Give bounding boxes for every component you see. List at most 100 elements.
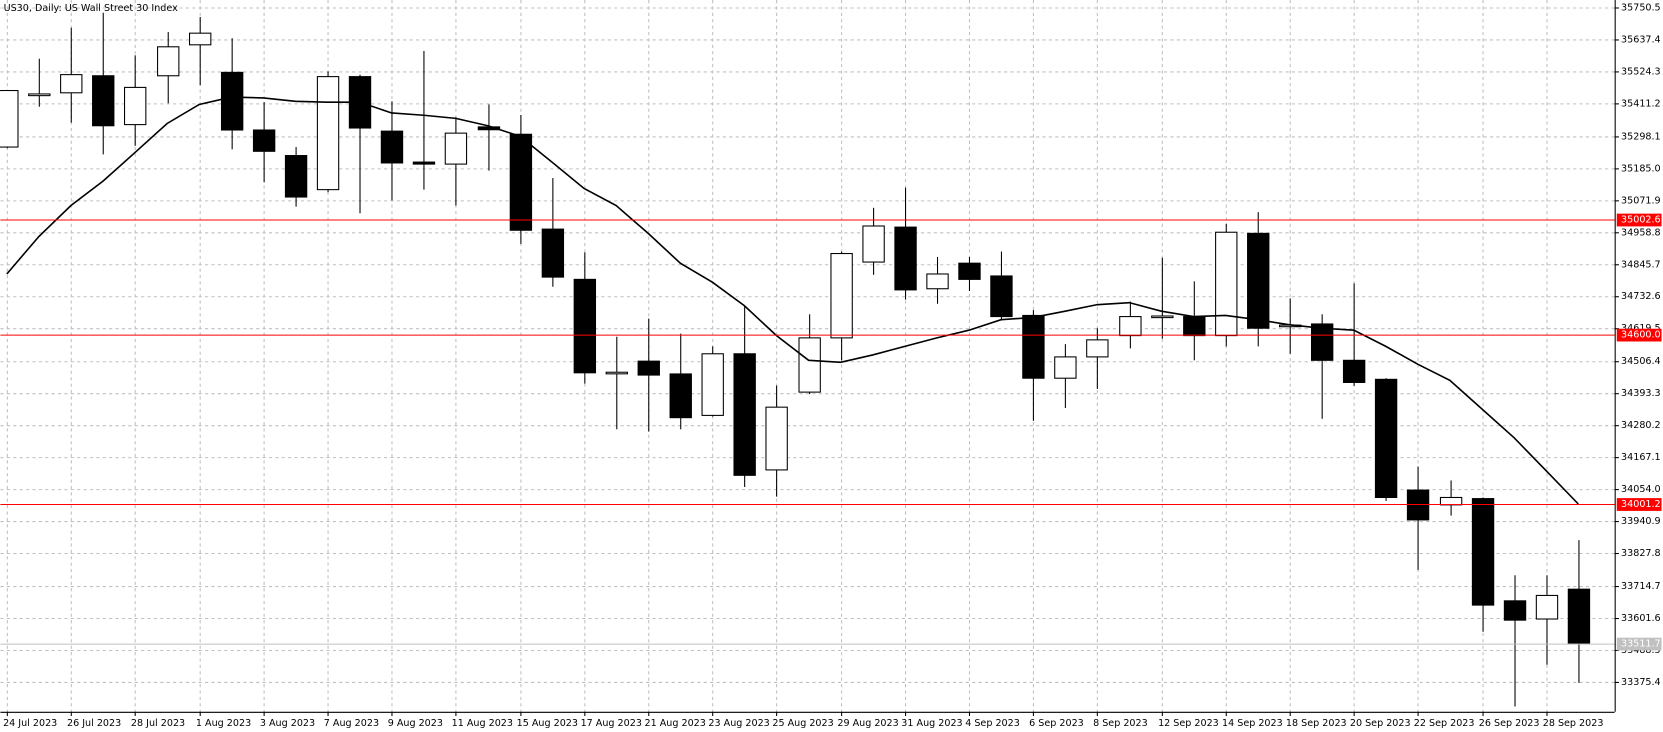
candle-body [1215,231,1238,337]
candle-body [1374,378,1398,499]
price-level-label: 34600.0 [1621,330,1661,341]
y-tick-label: 35185.0 [1621,163,1661,174]
candle-body [637,360,660,376]
candle-body [284,155,308,198]
y-tick-label: 35750.5 [1621,2,1661,13]
x-tick-label: 20 Sep 2023 [1350,718,1411,729]
y-tick-label: 33940.9 [1621,516,1661,527]
x-tick-label: 8 Sep 2023 [1093,718,1148,729]
y-tick-label: 35411.2 [1621,98,1661,109]
price-level-label: 35002.6 [1621,215,1661,226]
y-tick-label: 33601.6 [1621,613,1661,624]
price-level-box [1616,213,1662,227]
candle-body [316,76,340,191]
price-level-label: 34001.2 [1621,499,1661,510]
y-tick-label: 34845.7 [1621,259,1661,270]
candle-body [926,273,949,290]
candle-body [830,253,853,339]
candle-body [0,89,19,148]
moving-average [6,96,1579,505]
y-tick-label: 33375.4 [1621,677,1661,688]
candle-body [1119,316,1142,337]
candle-body [1535,594,1559,620]
candle-body [1054,356,1077,379]
candle-body [380,130,404,164]
candle-body [189,32,212,46]
x-tick-label: 26 Sep 2023 [1479,718,1540,729]
candle-body [92,75,115,127]
candle-body [1471,498,1495,606]
y-tick-label: 34732.6 [1621,291,1661,302]
candle-body [509,133,533,231]
chart-title: US30, Daily: US Wall Street 30 Index [4,3,178,14]
candle-body [798,337,821,393]
y-tick-label: 35637.4 [1621,34,1661,45]
x-tick-label: 21 Aug 2023 [645,718,706,729]
candle-body [1022,314,1045,379]
y-tick-label: 35071.9 [1621,195,1661,206]
candle-body [1342,359,1366,383]
candle-body [1310,323,1334,361]
x-tick-label: 29 Aug 2023 [837,718,898,729]
candle-body [541,228,565,278]
x-tick-label: 15 Aug 2023 [517,718,578,729]
candle-body [1503,600,1527,621]
grid [0,0,1615,712]
x-tick-label: 28 Jul 2023 [131,718,185,729]
candle-body [1151,315,1174,319]
x-tick-label: 23 Aug 2023 [708,718,769,729]
candle-body [701,353,724,416]
x-tick-label: 12 Sep 2023 [1158,718,1219,729]
candle-body [1183,316,1206,337]
candle-body [733,353,756,476]
x-tick-label: 14 Sep 2023 [1222,718,1283,729]
y-tick-label: 34958.8 [1621,227,1661,238]
candle-body [444,132,468,165]
candle-body [573,278,597,374]
x-tick-label: 28 Sep 2023 [1543,718,1604,729]
x-tick-label: 26 Jul 2023 [67,718,121,729]
candle-body [990,275,1013,318]
labels: 35750.5 35637.4 35524.3 35411.2 35298.1 35185… [3,2,1662,729]
price-level-box [1616,328,1662,342]
y-tick-label: 35298.1 [1621,131,1661,142]
x-tick-label: 3 Aug 2023 [260,718,315,729]
x-tick-label: 7 Aug 2023 [324,718,379,729]
y-tick-label: 34054.0 [1621,484,1661,495]
x-tick-label: 18 Sep 2023 [1286,718,1347,729]
x-tick-label: 11 Aug 2023 [452,718,513,729]
x-tick-label: 4 Sep 2023 [965,718,1020,729]
y-tick-label: 34280.2 [1621,420,1661,431]
candle-body [958,262,981,280]
x-tick-label: 31 Aug 2023 [901,718,962,729]
y-tick-label: 34167.1 [1621,452,1661,463]
price-level-box [1616,498,1662,511]
x-tick-label: 22 Sep 2023 [1414,718,1475,729]
y-tick-label: 33488.5 [1621,645,1661,656]
x-tick-label: 1 Aug 2023 [196,718,251,729]
candle-body [124,86,147,126]
price-level-box [1616,637,1662,651]
candle-body [1567,588,1591,644]
y-tick-label: 34393.3 [1621,388,1661,399]
price-level-label: 33511.7 [1621,639,1661,650]
candle-body [220,71,244,131]
candle-body [157,46,180,77]
candle-body [765,406,788,471]
x-tick-label: 17 Aug 2023 [581,718,642,729]
candle-body [252,129,276,152]
x-tick-label: 24 Jul 2023 [3,718,57,729]
candle-body [1247,232,1270,329]
marks [0,12,1615,707]
x-tick-label: 6 Sep 2023 [1029,718,1084,729]
y-tick-label: 33714.7 [1621,581,1661,592]
candle-body [28,93,51,97]
candle-body [862,225,885,263]
candle-body [1439,496,1463,506]
y-tick-label: 33827.8 [1621,548,1661,559]
y-tick-label: 34506.4 [1621,356,1661,367]
x-tick-label: 25 Aug 2023 [772,718,833,729]
candle-body [60,74,83,94]
